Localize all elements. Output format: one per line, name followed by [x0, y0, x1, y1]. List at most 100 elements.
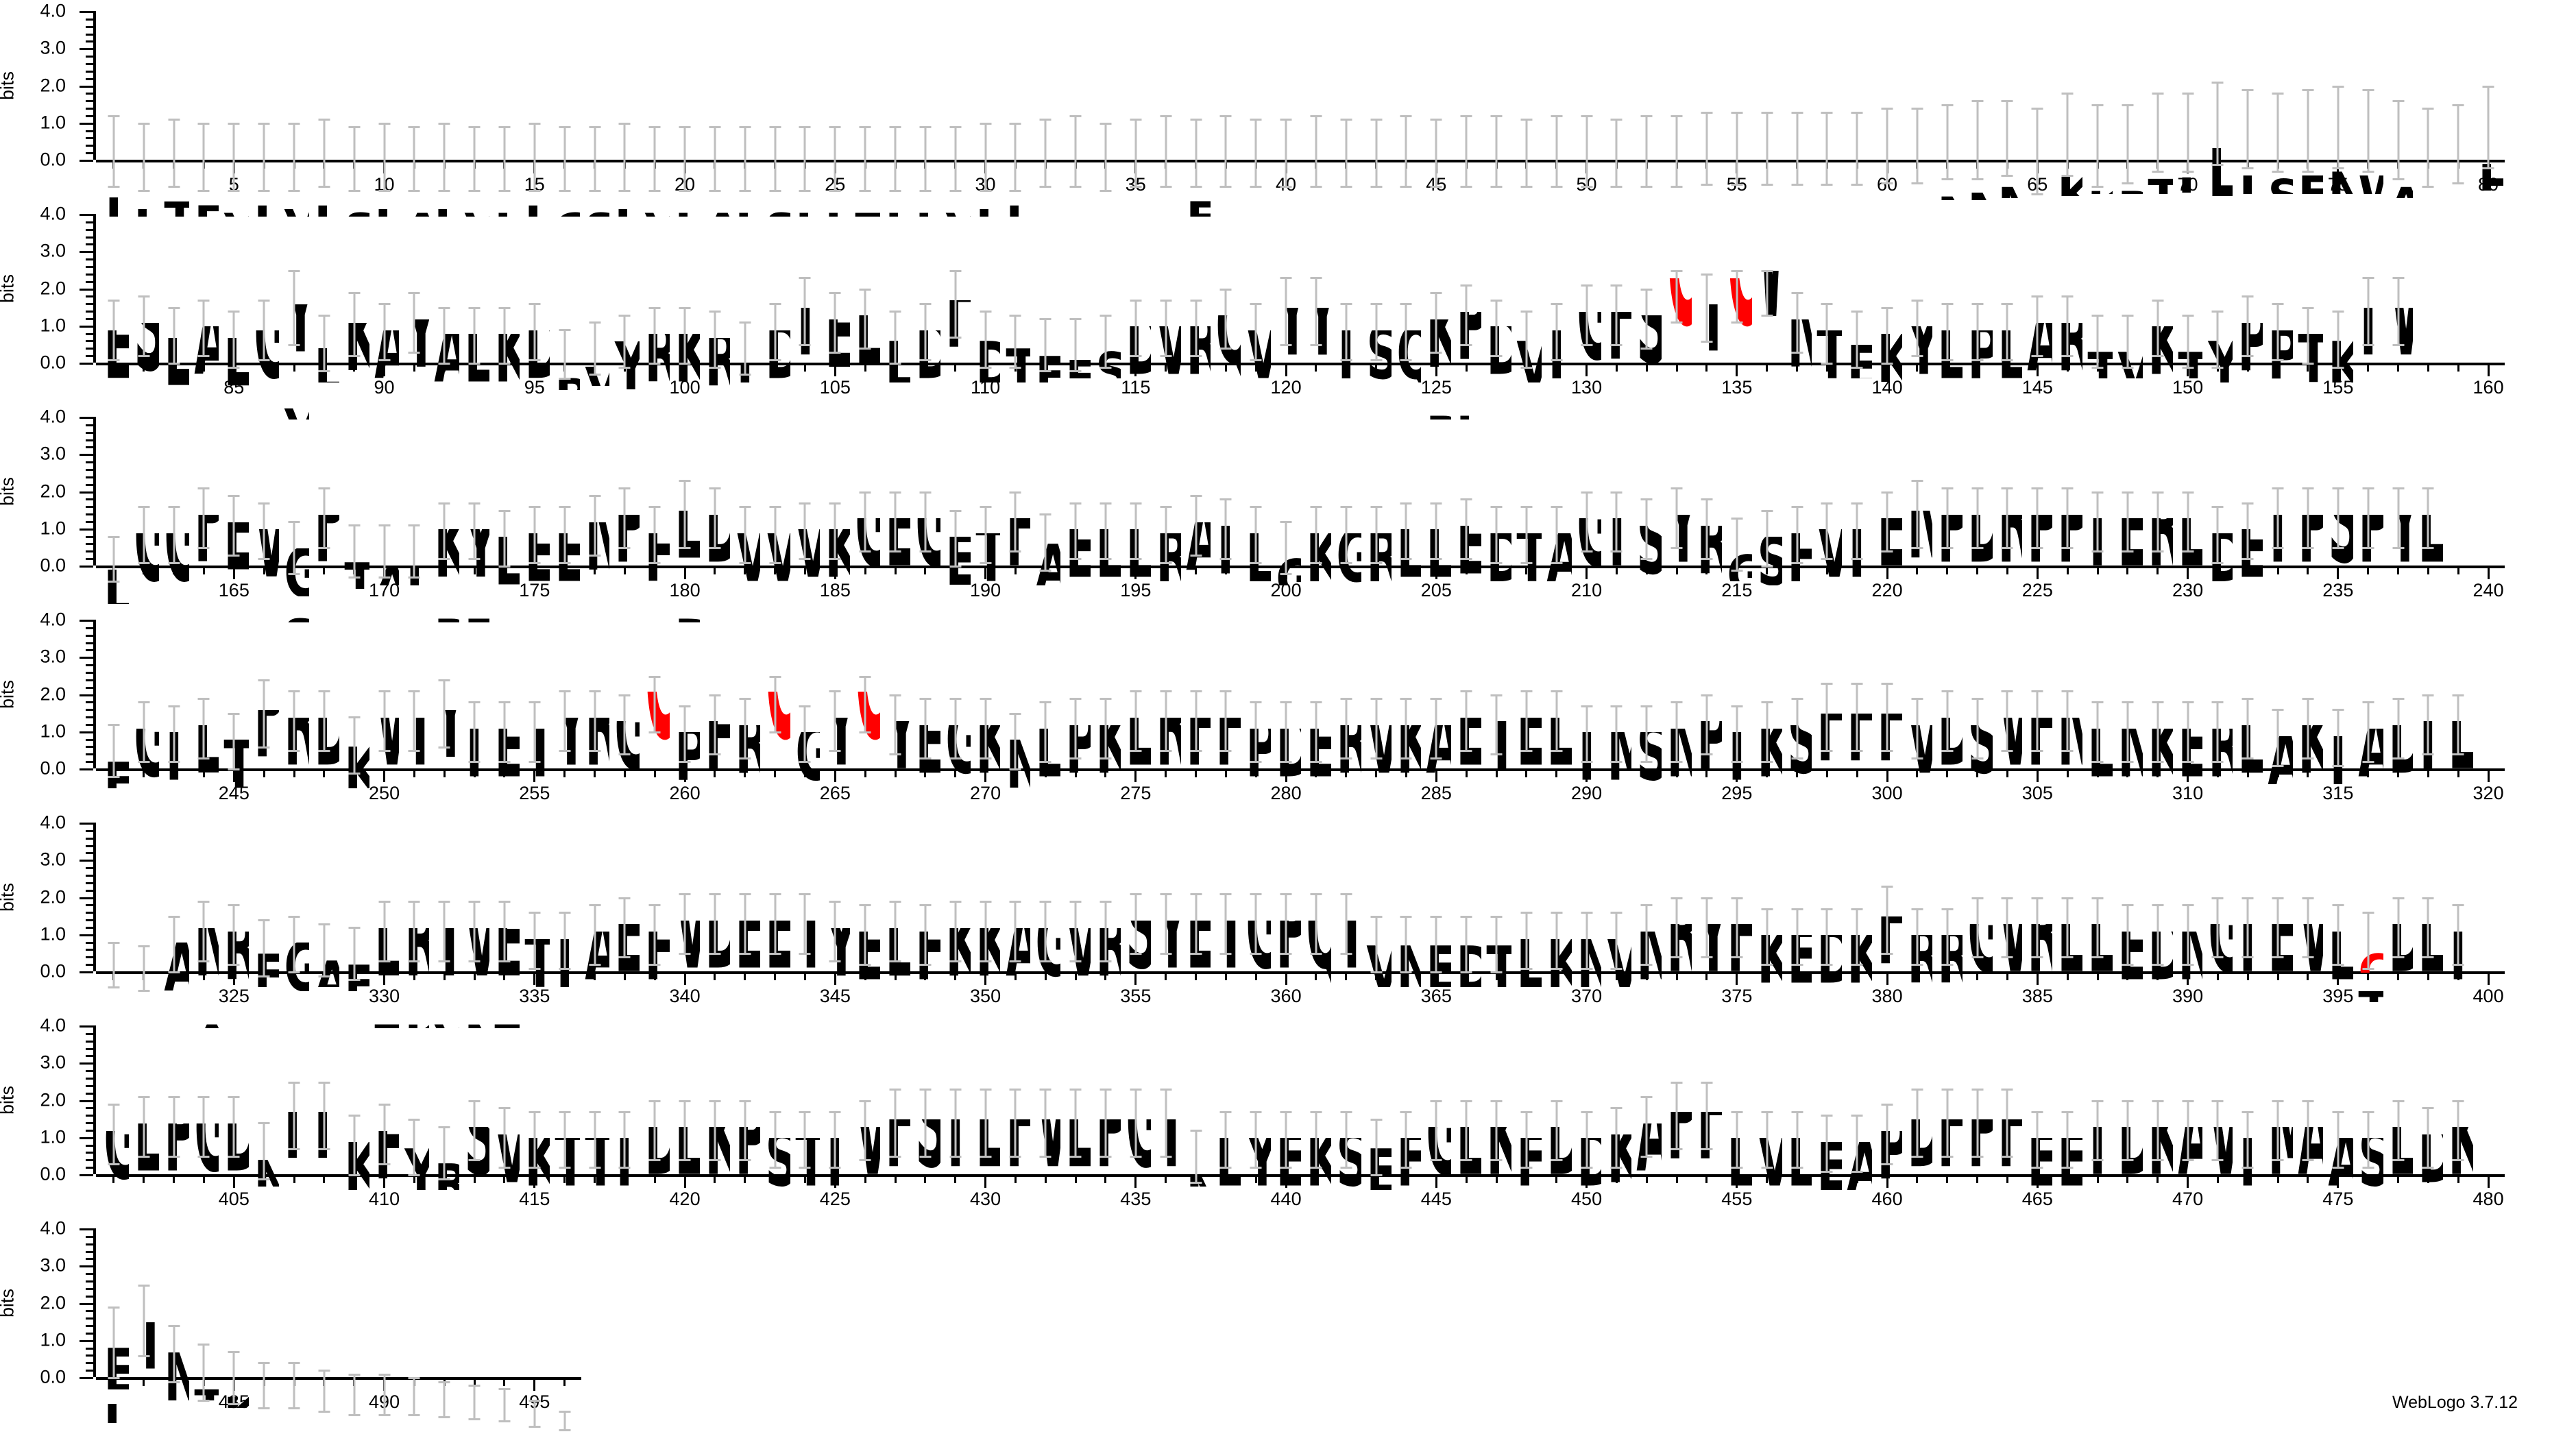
- logo-stack: IL: [2353, 271, 2383, 420]
- error-bar-cap-upper: [2211, 1099, 2224, 1102]
- logo-stack: LYF: [1030, 677, 1060, 825]
- logo-glyph: L: [1902, 792, 1932, 810]
- error-bar-cap-lower: [2422, 547, 2434, 549]
- error-bar-cap-upper: [1911, 698, 1923, 701]
- error-bar-cap-lower: [2302, 171, 2314, 173]
- logo-glyph: R: [2082, 792, 2113, 810]
- error-bar: [112, 943, 115, 988]
- error-bar-cap-upper: [618, 487, 631, 490]
- logo-stack: FLY: [640, 879, 670, 1028]
- logo-glyph: C: [1631, 185, 1662, 206]
- error-bar-cap-lower: [2362, 761, 2374, 764]
- y-tick-minor: [86, 664, 93, 667]
- error-bar-cap-upper: [468, 1099, 481, 1102]
- error-bar-cap-lower: [318, 975, 330, 977]
- logo-stack: LLS: [1782, 1082, 1812, 1231]
- error-bar-cap-lower: [1851, 366, 1863, 369]
- x-axis-line: [96, 160, 2505, 162]
- error-bar-cap-lower: [348, 189, 361, 192]
- error-bar-cap-lower: [1581, 761, 1593, 764]
- error-bar: [1465, 916, 1468, 973]
- error-bar: [924, 304, 927, 361]
- error-bar-cap-lower: [2061, 750, 2074, 752]
- logo-stack: GS: [1782, 68, 1812, 217]
- logo-stack: TYS: [520, 677, 550, 825]
- error-bar-cap-upper: [498, 126, 511, 129]
- logo-stack: LE: [2052, 879, 2082, 1028]
- y-tick-minor: [86, 439, 93, 441]
- error-bar-cap-upper: [2211, 82, 2224, 84]
- x-tick-minor: [1195, 365, 1198, 372]
- logo-stack: QYF: [1211, 271, 1241, 420]
- logo-glyph: N: [1993, 206, 2023, 211]
- x-tick-minor: [503, 365, 506, 372]
- y-tick-minor: [86, 1235, 93, 1238]
- error-bar-cap-lower: [889, 960, 901, 962]
- error-bar: [894, 127, 897, 191]
- error-bar: [1916, 108, 1919, 184]
- error-bar-cap-upper: [348, 524, 361, 527]
- logo-glyph: V: [339, 589, 369, 611]
- error-bar: [413, 691, 415, 751]
- logo-glyph: R: [820, 589, 850, 607]
- y-tick-minor: [86, 1325, 93, 1328]
- error-bar-cap-lower: [138, 761, 150, 764]
- logo-stack: ETD: [489, 677, 520, 825]
- logo-stack: NGD: [1631, 879, 1662, 1028]
- error-bar-cap-upper: [829, 690, 841, 693]
- logo-glyph: Y: [971, 589, 1001, 607]
- logo-stack: TYH: [790, 1082, 820, 1231]
- logo-glyph: R: [1301, 585, 1331, 604]
- error-bar-cap-upper: [2061, 897, 2074, 899]
- error-bar: [2397, 698, 2400, 759]
- error-bar-cap-upper: [1340, 119, 1352, 121]
- logo-glyph: R: [99, 991, 129, 1002]
- error-bar-cap-lower: [618, 366, 631, 369]
- error-bar-cap-upper: [1881, 108, 1893, 110]
- x-tick-minor: [202, 568, 205, 574]
- logo-glyph: R: [700, 338, 729, 393]
- error-bar: [1856, 503, 1858, 559]
- error-bar: [2187, 315, 2189, 368]
- y-tick-minor: [86, 280, 93, 283]
- error-bar: [1736, 112, 1738, 185]
- logo-glyph: A: [640, 593, 670, 611]
- logo-stack: LL: [189, 677, 219, 825]
- logo-stack: FYS: [2293, 68, 2323, 217]
- error-bar: [1946, 1089, 1949, 1157]
- logo-stack: DE: [1963, 474, 1993, 622]
- error-bar-cap-upper: [2182, 904, 2194, 907]
- logo-stack: EDS: [2022, 1082, 2052, 1231]
- error-bar: [2216, 898, 2219, 958]
- error-bar-cap-lower: [2392, 178, 2405, 181]
- logo-glyph: E: [1602, 1198, 1632, 1216]
- logo-stack: EKS: [1271, 1082, 1301, 1231]
- error-bar-cap-upper: [1280, 1110, 1292, 1113]
- x-tick-minor: [353, 365, 356, 372]
- y-tick-label: 4.0: [40, 0, 66, 21]
- error-bar: [202, 901, 205, 962]
- logo-stack: RI: [1662, 879, 1692, 1028]
- error-bar: [1165, 300, 1167, 356]
- error-bar-cap-lower: [1670, 1148, 1683, 1151]
- error-bar-cap-lower: [258, 975, 270, 977]
- error-bar: [1645, 499, 1648, 559]
- error-bar: [443, 1382, 446, 1418]
- logo-stack: STA: [1361, 271, 1392, 420]
- y-tick-minor: [86, 273, 93, 276]
- error-bar-cap-upper: [228, 1351, 240, 1354]
- error-bar-cap-lower: [2152, 1159, 2164, 1162]
- error-bar: [1405, 503, 1407, 559]
- error-bar-cap-upper: [1761, 908, 1773, 910]
- logo-stack: LAS: [1121, 474, 1151, 622]
- error-bar-cap-upper: [1039, 701, 1052, 704]
- error-bar-cap-upper: [1551, 1099, 1563, 1102]
- logo-stack: IV: [2082, 474, 2113, 622]
- logo-glyph: W: [2353, 161, 2383, 194]
- error-bar: [1886, 683, 1888, 751]
- error-bar-cap-lower: [288, 1407, 300, 1409]
- error-bar-cap-upper: [408, 524, 420, 527]
- error-bar: [2126, 315, 2129, 368]
- logo-glyph: Y: [1301, 308, 1330, 397]
- error-bar-cap-upper: [559, 126, 571, 129]
